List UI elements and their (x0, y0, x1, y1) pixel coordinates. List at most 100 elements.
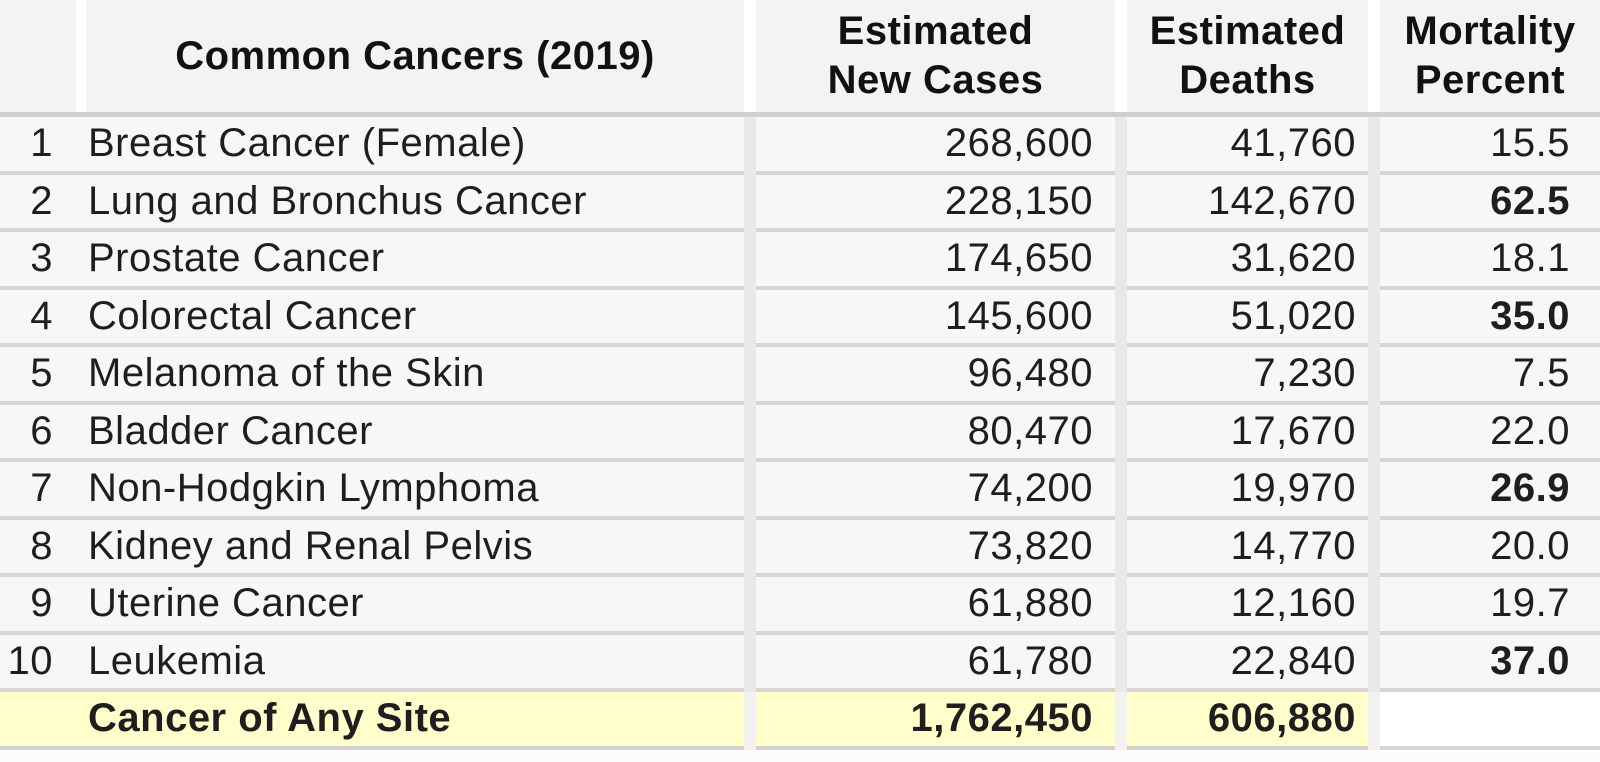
name-cell: Uterine Cancer (86, 577, 744, 635)
mortality-column-header: Mortality Percent (1380, 0, 1600, 117)
name-cell: Breast Cancer (Female) (86, 117, 744, 175)
rank-divider (76, 347, 86, 405)
column-divider (744, 634, 756, 692)
mortality-cell: 35.0 (1380, 289, 1600, 347)
column-divider (1115, 692, 1127, 750)
new-cases-cell: 174,650 (756, 232, 1115, 290)
column-divider (1368, 289, 1380, 347)
column-divider (1368, 347, 1380, 405)
deaths-cell: 51,020 (1127, 289, 1368, 347)
total-rank-cell (0, 692, 76, 750)
total-deaths-cell: 606,880 (1127, 692, 1368, 750)
name-cell: Kidney and Renal Pelvis (86, 519, 744, 577)
column-divider (1368, 404, 1380, 462)
rank-divider (76, 577, 86, 635)
column-divider (1368, 634, 1380, 692)
rank-cell: 4 (0, 289, 76, 347)
deaths-cell: 7,230 (1127, 347, 1368, 405)
column-divider (744, 692, 756, 750)
total-rank-divider (76, 692, 86, 750)
name-cell: Non-Hodgkin Lymphoma (86, 462, 744, 520)
mortality-cell: 22.0 (1380, 404, 1600, 462)
column-divider (1115, 174, 1127, 232)
column-divider (744, 347, 756, 405)
column-divider (1115, 519, 1127, 577)
column-divider (1115, 232, 1127, 290)
rank-cell: 6 (0, 404, 76, 462)
total-label-cell: Cancer of Any Site (86, 692, 744, 750)
name-cell: Melanoma of the Skin (86, 347, 744, 405)
header-line: Estimated (837, 9, 1034, 53)
rank-divider (76, 404, 86, 462)
rank-divider (76, 289, 86, 347)
table-title: Common Cancers (2019) (175, 33, 655, 78)
header-line: Deaths (1179, 58, 1316, 102)
mortality-cell: 20.0 (1380, 519, 1600, 577)
deaths-cell: 12,160 (1127, 577, 1368, 635)
new-cases-cell: 80,470 (756, 404, 1115, 462)
header-line: Mortality (1404, 9, 1576, 53)
header-line: Estimated (1149, 9, 1346, 53)
rank-cell: 2 (0, 174, 76, 232)
column-divider (1115, 289, 1127, 347)
mortality-cell: 15.5 (1380, 117, 1600, 175)
column-divider (1115, 577, 1127, 635)
rank-cell: 8 (0, 519, 76, 577)
rank-divider (76, 232, 86, 290)
column-divider (1368, 692, 1380, 750)
name-cell: Colorectal Cancer (86, 289, 744, 347)
mortality-cell: 62.5 (1380, 174, 1600, 232)
column-divider (744, 117, 756, 175)
column-divider (1368, 577, 1380, 635)
column-divider (1368, 232, 1380, 290)
column-divider (1368, 0, 1380, 117)
column-divider (1368, 117, 1380, 175)
column-divider (1115, 0, 1127, 117)
column-divider (744, 174, 756, 232)
new-cases-cell: 228,150 (756, 174, 1115, 232)
new-cases-cell: 73,820 (756, 519, 1115, 577)
rank-divider (76, 117, 86, 175)
new-cases-cell: 268,600 (756, 117, 1115, 175)
name-cell: Leukemia (86, 634, 744, 692)
column-divider (1115, 404, 1127, 462)
column-divider (1115, 347, 1127, 405)
column-divider (744, 462, 756, 520)
column-divider (1368, 519, 1380, 577)
mortality-cell: 19.7 (1380, 577, 1600, 635)
mortality-cell: 37.0 (1380, 634, 1600, 692)
new-cases-cell: 74,200 (756, 462, 1115, 520)
deaths-cell: 14,770 (1127, 519, 1368, 577)
rank-cell: 5 (0, 347, 76, 405)
name-cell: Prostate Cancer (86, 232, 744, 290)
deaths-cell: 41,760 (1127, 117, 1368, 175)
column-divider (1368, 462, 1380, 520)
bottom-strip (0, 749, 1600, 762)
column-divider (1115, 117, 1127, 175)
column-divider (744, 289, 756, 347)
rank-column-header (0, 0, 76, 117)
column-divider (744, 577, 756, 635)
new-cases-cell: 61,880 (756, 577, 1115, 635)
mortality-cell: 26.9 (1380, 462, 1600, 520)
mortality-cell: 18.1 (1380, 232, 1600, 290)
name-cell: Lung and Bronchus Cancer (86, 174, 744, 232)
total-mortality-cell (1380, 692, 1600, 750)
deaths-cell: 142,670 (1127, 174, 1368, 232)
column-divider (744, 519, 756, 577)
column-divider (1368, 174, 1380, 232)
column-divider (744, 232, 756, 290)
deaths-cell: 17,670 (1127, 404, 1368, 462)
rank-cell: 7 (0, 462, 76, 520)
new-cases-cell: 145,600 (756, 289, 1115, 347)
column-divider (1115, 462, 1127, 520)
new-cases-cell: 61,780 (756, 634, 1115, 692)
deaths-cell: 22,840 (1127, 634, 1368, 692)
column-divider (744, 0, 756, 117)
new-cases-cell: 96,480 (756, 347, 1115, 405)
rank-divider (76, 519, 86, 577)
rank-cell: 3 (0, 232, 76, 290)
rank-divider (76, 634, 86, 692)
deaths-column-header: Estimated Deaths (1127, 0, 1368, 117)
